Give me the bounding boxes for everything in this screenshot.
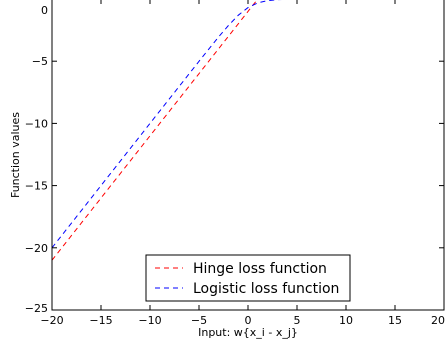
x-tick-label: −10 <box>138 314 161 327</box>
x-tick-label: 0 <box>245 314 252 327</box>
x-tick-label: 5 <box>294 314 301 327</box>
plot-frame <box>51 0 445 311</box>
y-tick-label: −20 <box>25 242 48 255</box>
legend-box <box>145 254 351 302</box>
y-axis-label: Function values <box>9 112 22 198</box>
x-tick-label: 10 <box>339 314 353 327</box>
y-tick-label: −5 <box>32 55 48 68</box>
legend-label-hinge: Hinge loss function <box>193 261 327 277</box>
y-tick-label: −25 <box>25 302 48 315</box>
x-tick-label: 20 <box>431 314 445 327</box>
x-tick-label: 15 <box>388 314 402 327</box>
tick-labels-layer: −20 −15 −10 −5 0 5 10 15 200−5−10−15−20−25 <box>25 4 445 327</box>
series-line-logistic <box>51 0 283 249</box>
y-tick-label: −15 <box>25 180 48 193</box>
legend: Hinge loss function Logistic loss functi… <box>145 254 351 302</box>
x-axis-label: Input: w{x_i - x_j} <box>198 326 298 339</box>
x-tick-label: −5 <box>191 314 207 327</box>
series-layer <box>51 0 283 261</box>
legend-label-logistic: Logistic loss function <box>193 281 339 297</box>
x-tick-label: −15 <box>89 314 112 327</box>
y-tick-label: 0 <box>41 4 48 17</box>
x-tick-label: −20 <box>40 314 63 327</box>
y-tick-label: −10 <box>25 117 48 130</box>
